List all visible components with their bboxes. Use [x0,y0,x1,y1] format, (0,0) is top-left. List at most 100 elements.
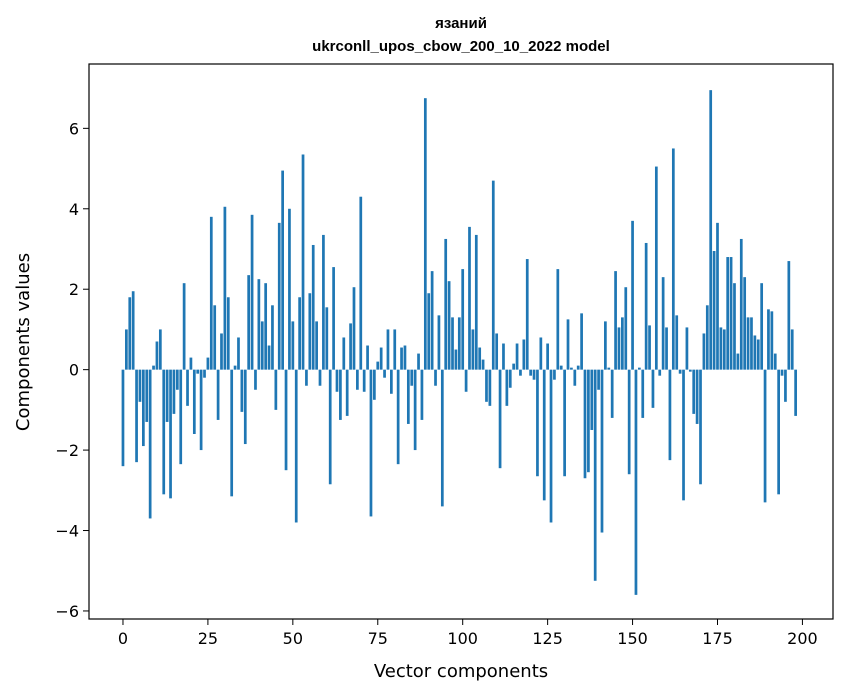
bar-130 [563,369,566,477]
bar-30 [223,206,227,370]
bars-group [121,90,801,595]
bar-125 [546,343,549,370]
bar-155 [648,325,651,370]
bar-163 [675,315,679,370]
bar-112 [502,343,505,370]
bar-110 [495,333,499,370]
bar-136 [583,369,587,479]
bar-1 [125,329,128,370]
bar-186 [753,335,757,370]
bar-197 [790,329,794,370]
bar-86 [413,369,417,451]
bar-89 [423,98,427,370]
y-axis-ticks: −6 −4 −2 0 2 4 6 [55,119,89,621]
bar-111 [498,369,502,469]
bar-122 [536,369,539,477]
bar-123 [539,337,543,370]
bar-80 [393,329,397,370]
bar-170 [699,369,702,485]
y-tick-label: 0 [69,361,79,380]
bar-171 [702,333,706,370]
y-tick-label: −4 [55,522,79,541]
bar-43 [267,345,271,370]
bar-5 [138,369,142,402]
bar-14 [169,369,172,499]
bar-159 [661,277,665,370]
bar-84 [406,369,410,424]
bar-19 [186,369,189,406]
bar-74 [373,369,376,400]
bar-144 [610,369,614,418]
chart-title-line-1: язаний [435,15,487,32]
x-axis-label: Vector components [374,661,548,682]
bar-177 [722,329,726,370]
bar-17 [179,369,183,465]
bar-52 [298,297,301,370]
bar-10 [155,341,159,370]
bar-196 [787,261,791,370]
bar-54 [305,369,308,386]
bar-120 [529,369,532,376]
bar-176 [719,327,723,370]
bar-83 [403,345,407,370]
bar-71 [362,369,366,392]
bar-92 [434,369,437,386]
bar-101 [464,369,468,392]
bar-167 [688,369,692,372]
bar-191 [770,311,774,370]
bar-192 [773,353,777,370]
bar-9 [152,365,155,370]
bar-194 [780,369,784,376]
bar-8 [148,369,152,519]
bar-91 [430,271,434,370]
bar-141 [600,369,604,533]
bar-35 [240,369,244,412]
bar-143 [607,367,611,370]
bar-12 [162,369,166,495]
bar-51 [294,369,298,523]
bar-118 [522,339,526,370]
bar-132 [570,367,573,370]
bar-56 [311,244,315,370]
bar-79 [390,369,393,394]
bar-64 [339,369,342,420]
bar-2 [128,297,132,370]
bar-70 [359,196,363,370]
bar-124 [542,369,546,501]
bar-24 [203,369,206,378]
x-tick-label: 50 [283,629,303,648]
bar-180 [733,283,736,370]
bar-23 [199,369,203,451]
bar-103 [471,329,475,370]
bar-114 [508,369,512,388]
bar-34 [237,337,240,370]
bar-161 [668,369,672,461]
bar-78 [386,329,390,370]
bar-173 [709,90,713,370]
bar-46 [277,222,281,370]
bar-42 [264,283,268,370]
bar-146 [617,327,621,370]
bar-69 [356,369,359,390]
bar-157 [654,166,658,370]
bar-57 [315,321,318,370]
bar-119 [525,259,529,370]
bar-113 [505,369,509,406]
bar-121 [532,369,536,380]
bar-99 [457,317,461,370]
bar-21 [192,369,196,434]
bar-96 [447,281,451,370]
bar-150 [631,220,634,370]
bar-138 [590,369,594,430]
x-tick-label: 150 [617,629,648,648]
bar-75 [376,361,380,370]
x-tick-label: 125 [532,629,563,648]
y-axis-label: Components values [13,253,34,431]
bar-94 [440,369,444,507]
bar-107 [485,369,488,402]
plot-frame [88,63,834,620]
bar-3 [131,291,135,370]
y-tick-label: 6 [69,119,79,138]
bar-189 [763,369,767,503]
bar-4 [135,369,138,463]
